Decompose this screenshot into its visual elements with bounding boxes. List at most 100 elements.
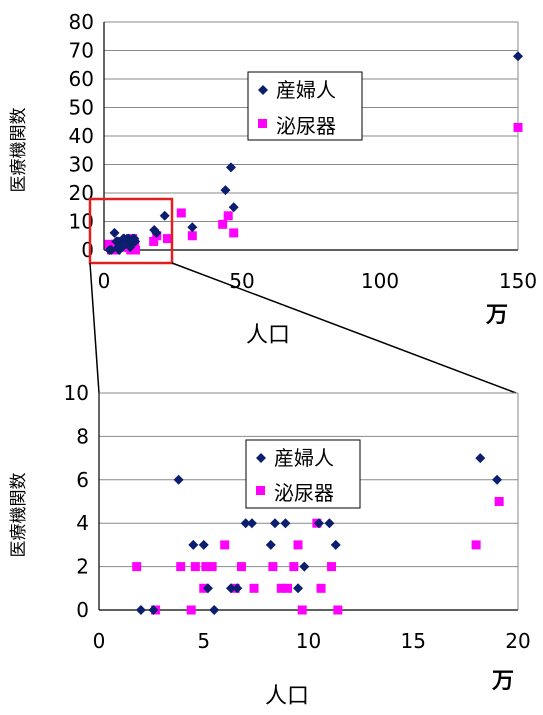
legend-marker-square-icon	[256, 486, 265, 495]
point-series-a	[130, 236, 141, 247]
point-series-a	[225, 583, 236, 594]
legend-box	[247, 71, 363, 141]
point-series-b	[190, 562, 200, 572]
point-series-b	[327, 562, 337, 572]
y-tick-label: 40	[69, 124, 94, 148]
x-tick-label: 0	[93, 629, 106, 653]
point-series-a	[313, 518, 324, 529]
point-series-a	[159, 210, 170, 221]
point-series-a	[209, 605, 220, 615]
point-series-b	[223, 211, 233, 221]
point-series-b	[201, 562, 211, 572]
legend-marker-diamond-icon	[256, 453, 266, 463]
point-series-a	[228, 202, 239, 213]
zoom-connector-left	[89, 262, 100, 394]
x-tick-labels: 0 5 10 15 20	[93, 629, 531, 653]
point-series-a	[330, 539, 341, 550]
y-tick-label: 30	[69, 153, 94, 177]
point-series-b	[513, 122, 523, 132]
y-tick-label: 0	[76, 598, 89, 622]
point-series-b	[236, 562, 246, 572]
point-series-a	[232, 583, 243, 594]
y-tick-label: 6	[76, 468, 89, 492]
legend: 産婦人 泌尿器	[247, 71, 363, 141]
point-series-a	[173, 474, 184, 485]
point-series-b	[283, 583, 293, 593]
point-series-b	[268, 562, 278, 572]
x-axis-label: 人口	[265, 684, 309, 709]
y-tick-label: 50	[69, 96, 94, 120]
y-tick-labels: 0 2 4 6 8 10	[64, 381, 89, 622]
y-axis-label: 医療機関数	[9, 108, 29, 193]
point-series-b	[176, 208, 186, 218]
legend-label-series-b: 泌尿器	[274, 481, 334, 505]
y-tick-label: 80	[69, 10, 94, 34]
zoom-region-box	[88, 197, 174, 265]
x-axis-label: 人口	[246, 323, 290, 348]
point-series-a	[117, 242, 128, 253]
x-tick-labels: 0 50 100 150	[98, 269, 537, 293]
point-series-b	[176, 562, 186, 572]
point-series-b	[207, 562, 217, 572]
y-tick-label: 4	[76, 511, 89, 535]
point-series-b	[149, 236, 159, 246]
point-series-a	[475, 453, 486, 464]
y-tick-label: 8	[76, 424, 89, 448]
point-series-a	[135, 605, 146, 615]
point-series-a	[198, 539, 209, 550]
y-tick-label: 2	[76, 555, 89, 579]
point-series-a	[265, 539, 276, 550]
point-series-a	[513, 51, 523, 62]
legend-label-series-a: 産婦人	[276, 78, 336, 102]
x-tick-label: 5	[197, 629, 210, 653]
point-series-b	[130, 245, 140, 255]
data-points	[132, 453, 504, 615]
point-series-b	[132, 562, 142, 572]
x-tick-label: 150	[499, 269, 537, 293]
point-series-b	[186, 605, 196, 615]
point-series-b	[229, 228, 239, 238]
point-series-a	[280, 518, 291, 529]
y-axis-label: 医療機関数	[9, 473, 29, 558]
point-series-a	[269, 518, 280, 529]
legend: 産婦人 泌尿器	[245, 439, 361, 509]
point-series-a	[240, 518, 251, 529]
point-series-b	[333, 605, 343, 615]
point-series-a	[202, 583, 213, 594]
point-series-b	[297, 605, 307, 615]
x-axis-unit: 万	[485, 303, 508, 328]
legend-marker-diamond-icon	[258, 85, 268, 95]
point-series-a	[188, 539, 199, 550]
point-series-b	[218, 219, 228, 229]
legend-label-series-b: 泌尿器	[276, 114, 336, 138]
y-tick-label: 10	[64, 381, 89, 405]
axes	[98, 393, 519, 611]
point-series-a	[324, 518, 335, 529]
point-series-a	[220, 185, 231, 196]
point-series-b	[289, 562, 299, 572]
point-series-a	[148, 605, 159, 615]
y-tick-label: 0	[81, 238, 94, 262]
point-series-b	[494, 497, 504, 506]
point-series-a	[151, 227, 162, 238]
point-series-b	[162, 234, 172, 244]
point-series-a	[225, 162, 236, 173]
zoom-indicator	[88, 197, 517, 394]
legend-marker-square-icon	[258, 119, 267, 128]
legend-label-series-a: 産婦人	[274, 446, 334, 470]
point-series-a	[246, 518, 257, 529]
x-tick-label: 20	[505, 629, 530, 653]
chart-bottom: 0 2 4 6 8 10 0 5 10 15 20 産婦人 泌尿器 人口 万 医療機関数	[9, 381, 531, 709]
point-series-b	[249, 583, 259, 593]
x-tick-label: 0	[98, 269, 111, 293]
point-series-a	[492, 474, 503, 485]
point-series-b	[187, 231, 197, 241]
point-series-b	[471, 540, 481, 550]
point-series-b	[276, 583, 286, 593]
point-series-a	[109, 227, 120, 238]
x-tick-label: 10	[296, 629, 321, 653]
point-series-b	[316, 583, 326, 593]
